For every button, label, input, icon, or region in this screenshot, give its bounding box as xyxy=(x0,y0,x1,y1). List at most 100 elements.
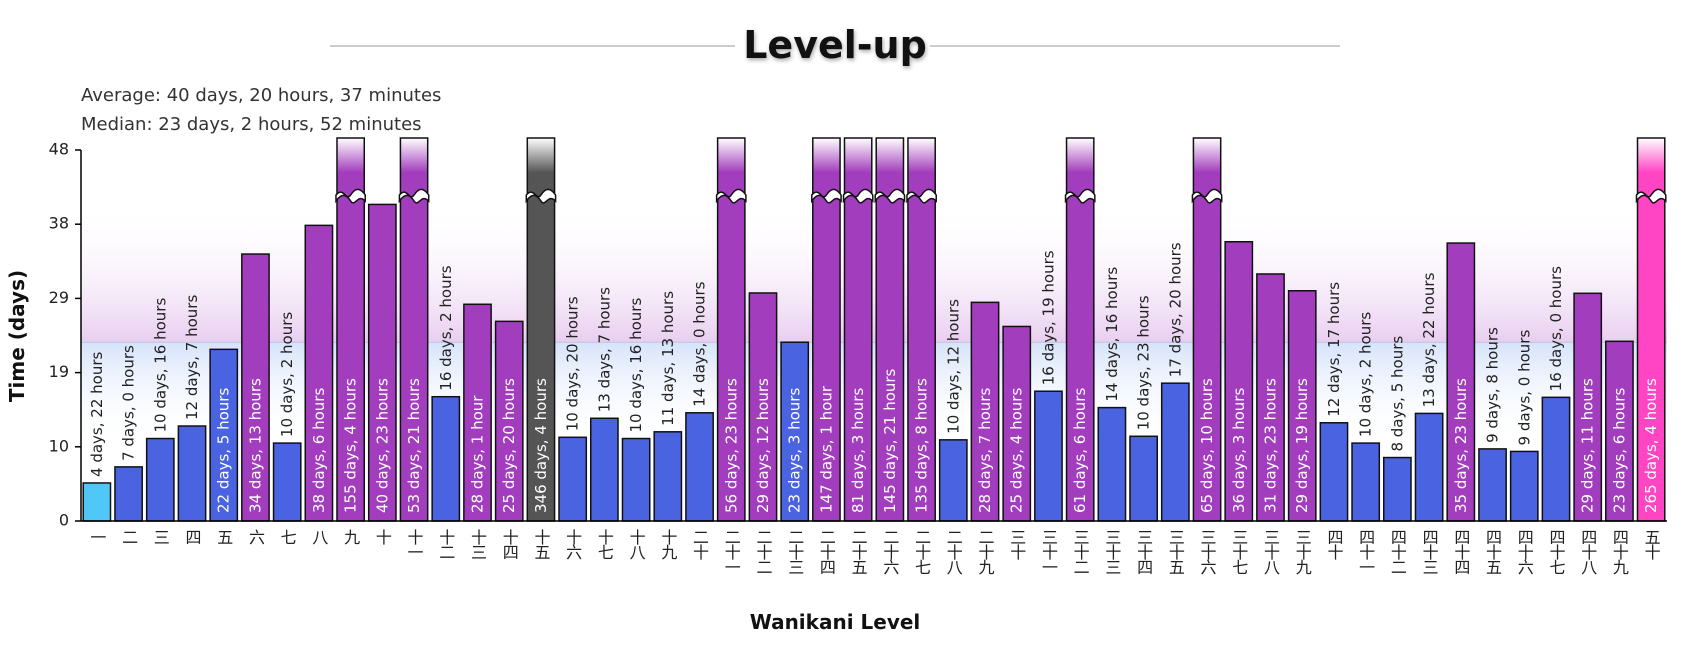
bar xyxy=(1129,435,1159,522)
bar xyxy=(685,412,714,522)
y-axis-title: Time (days) xyxy=(5,270,29,402)
median-text: Median: 23 days, 2 hours, 52 minutes xyxy=(81,114,422,135)
break-mark xyxy=(525,188,557,204)
value-label: 4 days, 22 hours xyxy=(88,352,106,477)
bar xyxy=(304,224,334,522)
value-label: 11 days, 13 hours xyxy=(659,291,677,426)
x-tick-label: 四十 xyxy=(1324,529,1343,560)
value-label: 25 days, 4 hours xyxy=(1008,388,1026,513)
value-label: 16 days, 0 hours xyxy=(1547,266,1565,391)
value-label: 23 days, 3 hours xyxy=(786,388,804,513)
x-tick-label: 二十四 xyxy=(817,529,836,575)
x-tick-label: 十二 xyxy=(436,529,455,559)
x-tick-label: 二十八 xyxy=(944,529,963,575)
value-label: 29 days, 11 hours xyxy=(1579,378,1597,513)
bar xyxy=(748,292,778,522)
value-label: 31 days, 23 hours xyxy=(1262,378,1280,513)
value-label: 155 days, 4 hours xyxy=(342,378,360,513)
break-mark xyxy=(398,188,430,204)
value-label: 14 days, 16 hours xyxy=(1103,267,1121,402)
value-label: 81 days, 3 hours xyxy=(849,388,867,513)
value-label: 135 days, 8 hours xyxy=(913,378,931,513)
x-tick-label: 十六 xyxy=(563,529,582,560)
value-label: 10 days, 23 hours xyxy=(1135,295,1153,430)
x-tick-label: 四十八 xyxy=(1578,529,1597,575)
x-tick-label: 三十八 xyxy=(1261,529,1280,575)
value-label: 65 days, 10 hours xyxy=(1198,378,1216,513)
x-tick-label: 三 xyxy=(151,529,170,544)
value-label: 40 days, 23 hours xyxy=(373,378,391,513)
value-label: 10 days, 20 hours xyxy=(564,296,582,431)
break-mark xyxy=(715,188,747,204)
value-label: 53 days, 21 hours xyxy=(405,378,423,513)
bar xyxy=(463,303,492,522)
x-tick-label: 九 xyxy=(341,529,360,545)
bar xyxy=(1160,382,1190,522)
x-tick-label: 四 xyxy=(183,529,202,545)
average-text: Average: 40 days, 20 hours, 37 minutes xyxy=(81,85,441,106)
bar xyxy=(1382,456,1412,522)
value-label: 10 days, 16 hours xyxy=(151,298,169,433)
x-tick-label: 三十三 xyxy=(1102,529,1121,574)
y-tick-label: 19 xyxy=(49,362,69,381)
bar xyxy=(241,253,270,522)
bar xyxy=(1319,422,1349,522)
x-tick-label: 二十九 xyxy=(976,529,995,575)
value-label: 35 days, 23 hours xyxy=(1452,378,1470,513)
bar xyxy=(1478,448,1507,522)
value-label: 7 days, 0 hours xyxy=(120,345,138,461)
x-tick-label: 三十五 xyxy=(1166,529,1185,574)
value-label: 9 days, 8 hours xyxy=(1484,327,1502,443)
x-tick-label: 三十六 xyxy=(1198,529,1217,575)
value-label: 25 days, 20 hours xyxy=(500,378,518,513)
x-tick-label: 一 xyxy=(87,529,106,544)
value-label: 13 days, 22 hours xyxy=(1420,272,1438,407)
x-tick-label: 四十一 xyxy=(1356,529,1375,574)
x-tick-label: 五 xyxy=(214,529,233,544)
x-tick-label: 十三 xyxy=(468,529,487,559)
value-label: 29 days, 12 hours xyxy=(754,378,772,513)
x-tick-label: 三十一 xyxy=(1039,529,1058,574)
bar xyxy=(114,466,143,522)
bar xyxy=(431,395,461,522)
x-tick-label: 四十二 xyxy=(1388,529,1407,574)
bar xyxy=(1414,412,1444,522)
value-label: 29 days, 19 hours xyxy=(1293,378,1311,513)
value-label: 10 days, 2 hours xyxy=(1357,312,1375,437)
value-label: 13 days, 7 hours xyxy=(595,287,613,412)
chart-title: Level-up xyxy=(743,23,927,67)
x-tick-label: 十五 xyxy=(531,529,550,559)
break-mark xyxy=(1635,188,1667,204)
value-label: 14 days, 0 hours xyxy=(691,281,709,406)
bar xyxy=(558,436,588,522)
bar xyxy=(82,482,112,522)
x-tick-label: 十 xyxy=(373,529,392,545)
bar xyxy=(1541,396,1571,522)
value-label: 145 days, 21 hours xyxy=(881,368,899,513)
x-tick-label: 四十三 xyxy=(1420,529,1439,574)
bar xyxy=(209,348,239,522)
x-tick-label: 三十九 xyxy=(1293,529,1312,575)
bar xyxy=(1351,442,1381,522)
x-tick-label: 二十六 xyxy=(880,529,899,575)
value-label: 61 days, 6 hours xyxy=(1071,388,1089,513)
value-label: 265 days, 4 hours xyxy=(1642,378,1660,513)
bar xyxy=(1509,450,1539,522)
bar xyxy=(367,203,397,522)
bar xyxy=(938,439,968,522)
value-label: 17 days, 20 hours xyxy=(1166,242,1184,377)
value-label: 16 days, 2 hours xyxy=(437,265,455,390)
x-tick-label: 十八 xyxy=(627,529,646,560)
value-label: 23 days, 6 hours xyxy=(1610,388,1628,513)
value-label: 8 days, 5 hours xyxy=(1388,336,1406,452)
x-axis-title: Wanikani Level xyxy=(750,610,921,634)
bar xyxy=(589,417,619,522)
x-tick-label: 十七 xyxy=(595,529,614,560)
bar xyxy=(177,425,207,522)
y-tick-label: 38 xyxy=(49,214,69,233)
x-tick-label: 七 xyxy=(278,529,297,545)
x-tick-label: 二十二 xyxy=(753,529,772,574)
bar xyxy=(1097,406,1127,522)
value-label: 38 days, 6 hours xyxy=(310,388,328,513)
